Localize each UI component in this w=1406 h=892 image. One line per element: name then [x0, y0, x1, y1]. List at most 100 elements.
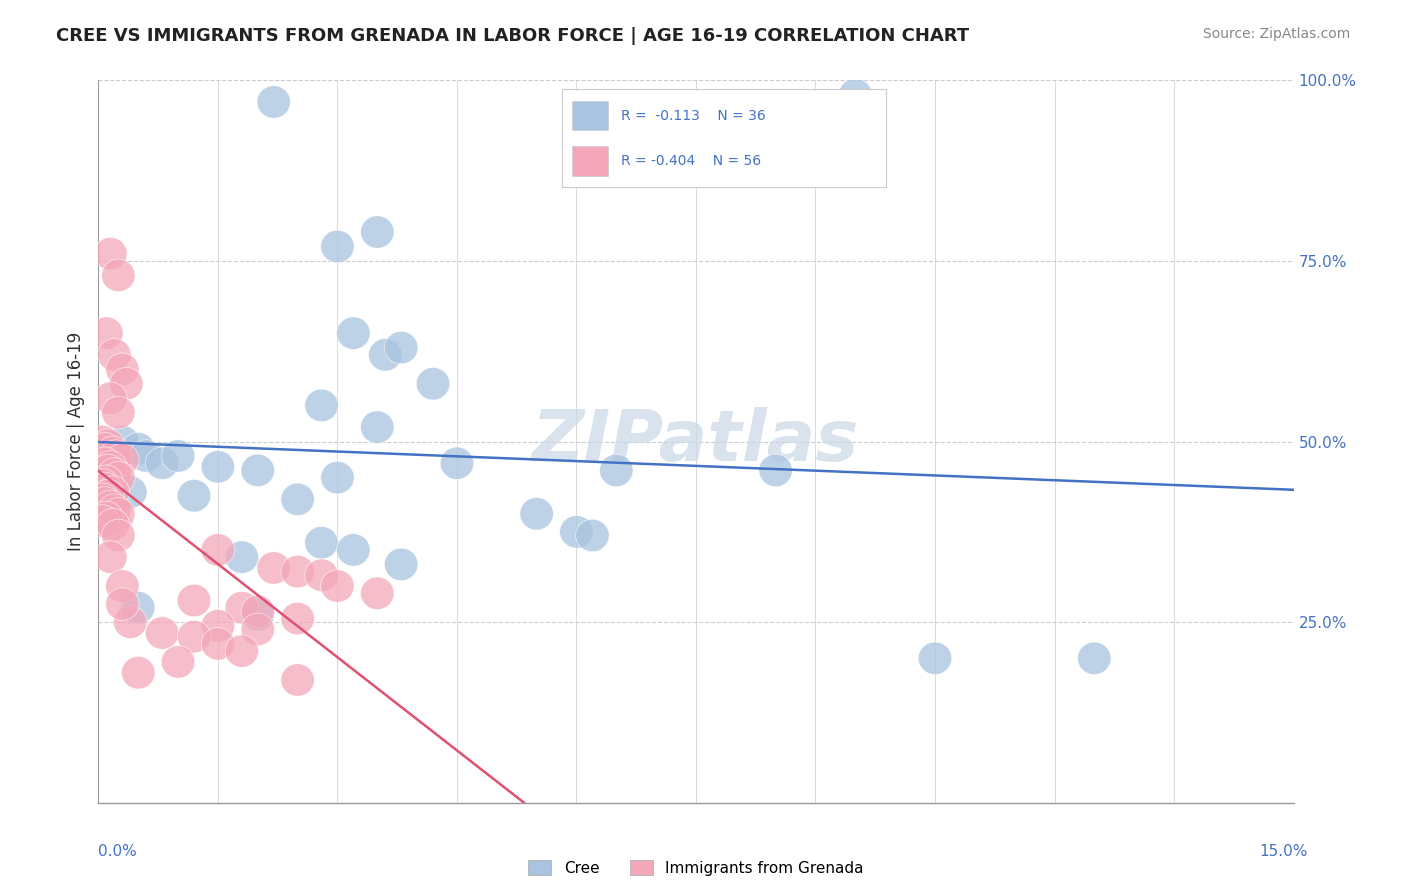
Ellipse shape: [599, 454, 633, 487]
Ellipse shape: [575, 519, 609, 552]
Ellipse shape: [281, 483, 315, 516]
Ellipse shape: [201, 533, 235, 566]
Ellipse shape: [86, 468, 120, 501]
Ellipse shape: [336, 317, 370, 350]
Ellipse shape: [225, 635, 259, 667]
Ellipse shape: [560, 516, 593, 548]
FancyBboxPatch shape: [572, 146, 607, 176]
Ellipse shape: [240, 595, 274, 628]
Ellipse shape: [321, 570, 354, 602]
Ellipse shape: [177, 620, 211, 653]
Ellipse shape: [360, 216, 394, 248]
Ellipse shape: [90, 317, 124, 350]
Ellipse shape: [305, 389, 339, 422]
Text: ZIPatlas: ZIPatlas: [533, 407, 859, 476]
Ellipse shape: [101, 259, 135, 292]
Ellipse shape: [1077, 642, 1111, 674]
FancyBboxPatch shape: [572, 101, 607, 130]
Ellipse shape: [177, 480, 211, 512]
Ellipse shape: [100, 440, 132, 472]
Ellipse shape: [97, 494, 131, 526]
Ellipse shape: [368, 339, 402, 371]
Ellipse shape: [121, 591, 155, 624]
Ellipse shape: [360, 577, 394, 609]
Ellipse shape: [240, 454, 274, 487]
Legend: Cree, Immigrants from Grenada: Cree, Immigrants from Grenada: [523, 854, 869, 882]
Ellipse shape: [89, 433, 121, 465]
Ellipse shape: [110, 368, 143, 400]
Ellipse shape: [305, 526, 339, 559]
Ellipse shape: [918, 642, 952, 674]
Text: Source: ZipAtlas.com: Source: ZipAtlas.com: [1202, 27, 1350, 41]
Ellipse shape: [759, 454, 793, 487]
Ellipse shape: [96, 508, 129, 541]
Ellipse shape: [101, 461, 135, 494]
Ellipse shape: [86, 425, 120, 458]
Ellipse shape: [336, 533, 370, 566]
Text: 0.0%: 0.0%: [98, 845, 138, 859]
Ellipse shape: [225, 541, 259, 574]
Ellipse shape: [94, 237, 127, 270]
Ellipse shape: [97, 339, 131, 371]
Ellipse shape: [321, 461, 354, 494]
Ellipse shape: [89, 447, 121, 480]
Ellipse shape: [97, 458, 131, 491]
Ellipse shape: [114, 475, 148, 508]
Ellipse shape: [281, 664, 315, 697]
Ellipse shape: [101, 519, 135, 552]
Ellipse shape: [162, 646, 195, 678]
Ellipse shape: [838, 78, 872, 111]
Ellipse shape: [114, 606, 148, 639]
Ellipse shape: [94, 382, 127, 415]
Ellipse shape: [86, 505, 120, 537]
Ellipse shape: [201, 450, 235, 483]
Ellipse shape: [384, 331, 418, 364]
Ellipse shape: [91, 480, 125, 512]
Ellipse shape: [305, 559, 339, 591]
Ellipse shape: [145, 616, 179, 649]
Ellipse shape: [96, 475, 129, 508]
Ellipse shape: [162, 440, 195, 472]
Ellipse shape: [121, 657, 155, 689]
Ellipse shape: [90, 501, 124, 533]
Ellipse shape: [416, 368, 450, 400]
Ellipse shape: [94, 541, 127, 574]
Ellipse shape: [105, 570, 139, 602]
Ellipse shape: [96, 436, 129, 468]
Ellipse shape: [281, 556, 315, 588]
Ellipse shape: [281, 602, 315, 635]
Ellipse shape: [240, 599, 274, 632]
Ellipse shape: [240, 613, 274, 646]
Text: R = -0.404    N = 56: R = -0.404 N = 56: [620, 153, 761, 168]
Ellipse shape: [94, 491, 127, 523]
Ellipse shape: [145, 447, 179, 480]
Ellipse shape: [201, 628, 235, 660]
Text: R =  -0.113    N = 36: R = -0.113 N = 36: [620, 109, 765, 123]
Ellipse shape: [105, 588, 139, 620]
Ellipse shape: [225, 591, 259, 624]
Ellipse shape: [86, 483, 120, 516]
Ellipse shape: [89, 472, 121, 505]
Text: 15.0%: 15.0%: [1260, 845, 1308, 859]
Ellipse shape: [91, 429, 125, 461]
Ellipse shape: [440, 447, 474, 480]
Ellipse shape: [97, 468, 131, 501]
Ellipse shape: [257, 552, 291, 584]
Ellipse shape: [201, 609, 235, 642]
Ellipse shape: [105, 425, 139, 458]
Ellipse shape: [129, 440, 163, 472]
Ellipse shape: [105, 353, 139, 385]
Ellipse shape: [101, 498, 135, 530]
Ellipse shape: [91, 454, 125, 487]
Ellipse shape: [321, 230, 354, 263]
Ellipse shape: [177, 584, 211, 616]
Ellipse shape: [384, 548, 418, 581]
Text: CREE VS IMMIGRANTS FROM GRENADA IN LABOR FORCE | AGE 16-19 CORRELATION CHART: CREE VS IMMIGRANTS FROM GRENADA IN LABOR…: [56, 27, 969, 45]
Y-axis label: In Labor Force | Age 16-19: In Labor Force | Age 16-19: [66, 332, 84, 551]
Ellipse shape: [257, 86, 291, 119]
Ellipse shape: [90, 465, 124, 498]
Ellipse shape: [105, 443, 139, 475]
Ellipse shape: [121, 433, 155, 465]
Ellipse shape: [89, 487, 121, 519]
Ellipse shape: [94, 450, 127, 483]
